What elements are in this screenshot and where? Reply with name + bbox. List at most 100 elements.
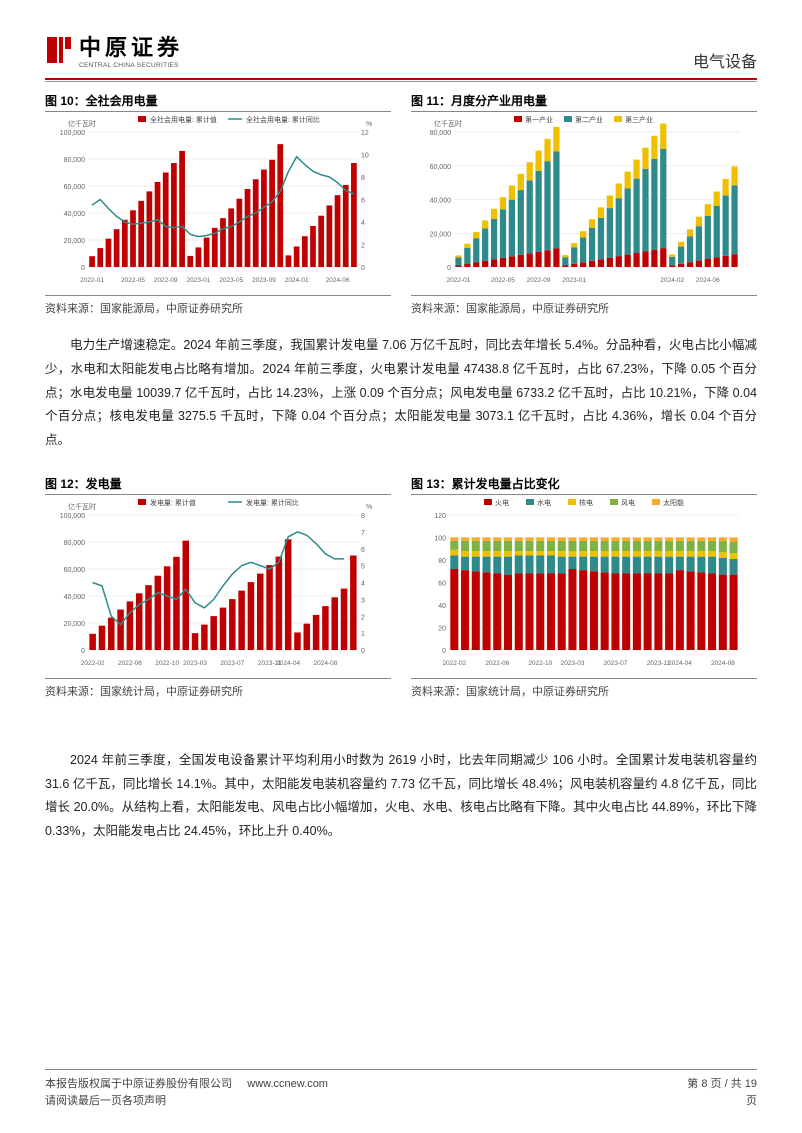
svg-text:100,000: 100,000 — [60, 130, 85, 137]
footer-url: www.ccnew.com — [247, 1078, 328, 1090]
svg-text:7: 7 — [361, 530, 365, 537]
svg-text:第三产业: 第三产业 — [625, 115, 653, 124]
page-number-suffix: 页 — [746, 1095, 757, 1107]
svg-text:亿千瓦时: 亿千瓦时 — [434, 119, 462, 128]
footer-left: 本报告版权属于中原证券股份有限公司 www.ccnew.com 请阅读最后一页各… — [45, 1076, 328, 1109]
svg-text:0: 0 — [442, 648, 446, 655]
chart-10: 020,00040,00060,00080,000100,00002468101… — [45, 112, 391, 292]
svg-text:发电量: 累计值: 发电量: 累计值 — [150, 498, 196, 507]
chart-13-block: 图 13：累计发电量占比变化 0 20 40 60 80 100 120 2022-02 202… — [411, 475, 757, 699]
disclaimer: 请阅读最后一页各项声明 — [45, 1095, 166, 1107]
svg-text:20,000: 20,000 — [64, 621, 86, 628]
svg-text:第一产业: 第一产业 — [525, 115, 553, 124]
svg-text:8: 8 — [361, 175, 365, 182]
svg-text:2022-06: 2022-06 — [118, 660, 142, 667]
page-header: 中原证券 CENTRAL CHINA SECURITIES 电气设备 — [45, 30, 757, 76]
svg-text:2023-05: 2023-05 — [219, 277, 243, 284]
chart-11-source: 资料来源：国家能源局，中原证券研究所 — [411, 295, 757, 316]
svg-text:2022-10: 2022-10 — [528, 660, 552, 667]
svg-text:20,000: 20,000 — [64, 238, 86, 245]
svg-text:太阳能: 太阳能 — [663, 498, 684, 507]
svg-text:第二产业: 第二产业 — [575, 115, 603, 124]
svg-text:风电: 风电 — [621, 498, 635, 507]
svg-text:6: 6 — [361, 547, 365, 554]
copyright: 本报告版权属于中原证券股份有限公司 — [45, 1078, 232, 1090]
svg-text:全社会用电量: 累计同比: 全社会用电量: 累计同比 — [246, 115, 320, 124]
report-category: 电气设备 — [693, 30, 757, 72]
svg-text:亿千瓦时: 亿千瓦时 — [68, 502, 96, 511]
svg-text:40,000: 40,000 — [64, 594, 86, 601]
page-number: 第 8 页 / 共 19 — [687, 1078, 757, 1090]
svg-text:2024-08: 2024-08 — [313, 660, 337, 667]
svg-text:100,000: 100,000 — [60, 513, 85, 520]
svg-text:60,000: 60,000 — [64, 567, 86, 574]
chart-row-1: 图 10：全社会用电量 020,00040,00060,00080,000100… — [45, 92, 757, 316]
chart-10-block: 图 10：全社会用电量 020,00040,00060,00080,000100… — [45, 92, 391, 316]
svg-text:8: 8 — [361, 513, 365, 520]
header-red-line — [45, 78, 757, 80]
svg-text:0: 0 — [81, 265, 85, 272]
page-footer: 本报告版权属于中原证券股份有限公司 www.ccnew.com 请阅读最后一页各… — [45, 1069, 757, 1109]
chart-13-title: 图 13：累计发电量占比变化 — [411, 475, 757, 495]
chart-row-2: 图 12：发电量 020,00040,00060,00080,000100,00… — [45, 475, 757, 699]
svg-text:100: 100 — [434, 535, 446, 542]
chart-10-title: 图 10：全社会用电量 — [45, 92, 391, 112]
chart-13: 0204060801001202022-022022-062022-102023… — [411, 495, 757, 675]
svg-text:2022-09: 2022-09 — [527, 277, 551, 284]
svg-text:2024-08: 2024-08 — [711, 660, 735, 667]
chart-11-block: 图 11：月度分产业用电量 020,00040,00060,00080,000亿… — [411, 92, 757, 316]
chart-13-source: 资料来源：国家统计局，中原证券研究所 — [411, 678, 757, 699]
svg-text:20: 20 — [438, 625, 446, 632]
svg-text:2022-02: 2022-02 — [442, 660, 466, 667]
svg-text:2024-04: 2024-04 — [276, 660, 300, 667]
svg-text:2022-05: 2022-05 — [491, 277, 515, 284]
svg-text:0: 0 — [361, 265, 365, 272]
logo-text-cn: 中原证券 — [79, 30, 183, 62]
svg-text:4: 4 — [361, 220, 365, 227]
chart-12-source: 资料来源：国家统计局，中原证券研究所 — [45, 678, 391, 699]
svg-text:发电量: 累计同比: 发电量: 累计同比 — [246, 498, 299, 507]
svg-text:2023-01: 2023-01 — [562, 277, 586, 284]
svg-text:60,000: 60,000 — [430, 164, 452, 171]
logo-icon — [45, 35, 73, 65]
svg-text:12: 12 — [361, 130, 369, 137]
svg-text:0: 0 — [361, 648, 365, 655]
logo-text-en: CENTRAL CHINA SECURITIES — [79, 62, 183, 69]
company-logo: 中原证券 CENTRAL CHINA SECURITIES — [45, 30, 183, 69]
svg-text:20,000: 20,000 — [430, 231, 452, 238]
svg-text:60: 60 — [438, 580, 446, 587]
svg-text:2023-09: 2023-09 — [252, 277, 276, 284]
svg-text:亿千瓦时: 亿千瓦时 — [68, 119, 96, 128]
svg-text:水电: 水电 — [537, 498, 551, 507]
svg-text:2022-10: 2022-10 — [155, 660, 179, 667]
chart-11-title: 图 11：月度分产业用电量 — [411, 92, 757, 112]
chart-12: 020,00040,00060,00080,000100,00001234567… — [45, 495, 391, 675]
chart-10-source: 资料来源：国家能源局，中原证券研究所 — [45, 295, 391, 316]
svg-text:2024-06: 2024-06 — [696, 277, 720, 284]
svg-text:10: 10 — [361, 153, 369, 160]
svg-text:1: 1 — [361, 631, 365, 638]
svg-text:80,000: 80,000 — [64, 157, 86, 164]
svg-text:%: % — [366, 504, 372, 511]
svg-text:2022-02: 2022-02 — [81, 660, 105, 667]
svg-text:2023-03: 2023-03 — [183, 660, 207, 667]
svg-text:40: 40 — [438, 603, 446, 610]
svg-text:40,000: 40,000 — [64, 211, 86, 218]
footer-right: 第 8 页 / 共 19 页 — [687, 1076, 757, 1109]
svg-text:2023-11: 2023-11 — [647, 660, 671, 667]
svg-text:2024-01: 2024-01 — [285, 277, 309, 284]
svg-text:2022-05: 2022-05 — [121, 277, 145, 284]
chart-11: 020,00040,00060,00080,000亿千瓦时2022-012022… — [411, 112, 757, 292]
svg-text:3: 3 — [361, 597, 365, 604]
svg-text:2: 2 — [361, 614, 365, 621]
svg-text:80,000: 80,000 — [64, 540, 86, 547]
svg-text:80: 80 — [438, 558, 446, 565]
svg-text:全社会用电量: 累计值: 全社会用电量: 累计值 — [150, 115, 217, 124]
svg-text:2024-02: 2024-02 — [660, 277, 684, 284]
svg-text:2024-04: 2024-04 — [668, 660, 692, 667]
svg-text:2022-01: 2022-01 — [447, 277, 471, 284]
svg-text:120: 120 — [434, 513, 446, 520]
svg-text:2022-01: 2022-01 — [80, 277, 104, 284]
svg-text:80,000: 80,000 — [430, 130, 452, 137]
svg-text:2023-01: 2023-01 — [187, 277, 211, 284]
